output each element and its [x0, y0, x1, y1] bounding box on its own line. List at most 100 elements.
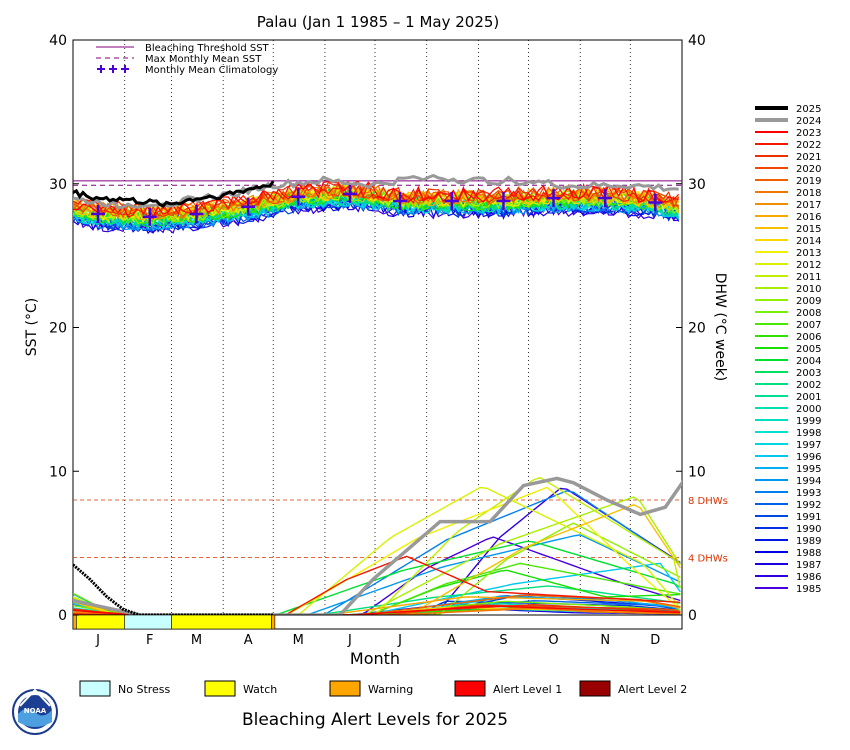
bottom-legend: No Stress Watch Warning Alert Level 1 Alert … — [79, 680, 687, 697]
year-legend-label: 2020 — [796, 164, 821, 175]
year-legend-label: 2024 — [796, 116, 821, 127]
year-legend-label: 2022 — [796, 140, 821, 151]
year-legend-label: 2004 — [796, 356, 821, 367]
year-legend-label: 2016 — [796, 212, 821, 223]
year-legend-label: 1999 — [796, 416, 821, 427]
climatology-marker — [342, 184, 357, 203]
climatology-marker — [291, 187, 306, 206]
y-tick-label-left: 40 — [49, 33, 67, 49]
year-legend-label: 2013 — [796, 248, 821, 259]
reference-lines: 8 DHWs 4 DHWs — [73, 180, 728, 565]
dhw-reference-label: 4 DHWs — [688, 554, 728, 565]
noaa-logo: NOAA — [12, 688, 58, 735]
year-legend-label: 2003 — [796, 368, 821, 379]
month-tick-label: O — [548, 633, 558, 648]
dhw-series-1985 — [73, 536, 681, 615]
dhw-series-1994 — [73, 534, 681, 615]
alert-legend-label: Warning — [368, 683, 413, 696]
highlighted-series — [73, 173, 682, 615]
year-legend-label: 2014 — [796, 236, 821, 247]
x-axis-label: Month — [350, 649, 400, 668]
dhw-series-2013 — [73, 486, 681, 615]
year-legend-label: 2015 — [796, 224, 821, 235]
year-legend-label: 1997 — [796, 440, 821, 451]
legend-swatch-plus — [97, 65, 105, 73]
legend-label: Max Monthly Mean SST — [145, 54, 262, 65]
alert-legend-swatch — [329, 680, 361, 697]
year-legend-label: 1998 — [796, 428, 821, 439]
alert-bar-segment — [124, 614, 172, 630]
axes: 0 0 10 10 20 20 30 30 40 40 J F M A M J J A S O N D — [49, 33, 706, 648]
month-tick-label: S — [499, 633, 507, 648]
month-tick-label: F — [146, 633, 153, 648]
dhw-reference-label: 8 DHWs — [688, 496, 728, 507]
alert-legend-label: Alert Level 1 — [493, 683, 562, 696]
year-legend-label: 1992 — [796, 500, 821, 511]
year-legend-label: 2007 — [796, 320, 821, 331]
y-tick-label-left: 30 — [49, 177, 67, 193]
dhw-series-2018 — [73, 607, 681, 615]
alert-bar-segment — [72, 614, 77, 630]
month-tick-label: M — [293, 633, 304, 648]
y-tick-label-right: 20 — [688, 321, 706, 337]
year-legend-label: 1996 — [796, 452, 821, 463]
year-legend-label: 2019 — [796, 176, 821, 187]
alert-bar-segment — [76, 614, 126, 630]
year-legend: 2025202420232022202120202019201820172016… — [755, 104, 821, 595]
y-tick-label-right: 40 — [688, 33, 706, 49]
month-tick-label: N — [600, 633, 610, 648]
climatology-marker — [496, 192, 511, 210]
dhw-series-2025-line — [73, 563, 274, 615]
alert-legend-label: Alert Level 2 — [618, 683, 687, 696]
alert-legend-swatch — [454, 680, 486, 697]
year-legend-label: 1991 — [796, 512, 821, 523]
year-legend-label: 2006 — [796, 332, 821, 343]
alert-bar-segment — [171, 614, 272, 630]
month-tick-label: A — [244, 633, 253, 648]
alert-legend-label: Watch — [243, 683, 277, 696]
year-legend-label: 1990 — [796, 524, 821, 535]
year-legend-label: 2010 — [796, 284, 821, 295]
sst-series-1985 — [73, 197, 680, 234]
legend-label: Bleaching Threshold SST — [145, 43, 270, 54]
month-tick-label: D — [650, 633, 660, 648]
climatology-marker — [91, 204, 106, 223]
month-tick-label: J — [347, 633, 352, 648]
year-legend-label: 1987 — [796, 560, 821, 571]
year-legend-label: 2025 — [796, 104, 821, 115]
sst-series-2024-line — [73, 173, 679, 210]
dhw-series-2015 — [73, 504, 681, 615]
year-legend-label: 2002 — [796, 380, 821, 391]
chart-title: Palau (Jan 1 1985 – 1 May 2025) — [257, 13, 500, 31]
dhw-series-bundle — [73, 476, 681, 615]
legend-label: Monthly Mean Climatology — [145, 65, 278, 76]
dhw-series-2016 — [73, 596, 681, 615]
climatology-markers — [91, 184, 663, 226]
dhw-series-1993 — [73, 490, 681, 615]
alert-legend-swatch — [79, 680, 111, 697]
year-legend-label: 2017 — [796, 200, 821, 211]
year-legend-label: 2005 — [796, 344, 821, 355]
month-tick-label: J — [397, 633, 402, 648]
year-legend-label: 2023 — [796, 128, 821, 139]
dhw-series-1986 — [73, 487, 681, 615]
climatology-marker — [444, 192, 459, 210]
year-legend-label: 2000 — [796, 404, 821, 415]
sst-series-2025-line — [73, 180, 275, 208]
month-tick-label: M — [191, 633, 202, 648]
y-axis-label-right: DHW (°C week) — [712, 273, 728, 382]
alert-bar-segment — [271, 614, 276, 630]
dhw-series-1987 — [73, 607, 681, 615]
year-legend-label: 1993 — [796, 488, 821, 499]
climatology-marker — [598, 189, 613, 208]
noaa-logo-text: NOAA — [24, 707, 47, 715]
y-tick-label-left: 0 — [58, 608, 67, 624]
alert-level-bar — [72, 614, 683, 630]
y-tick-label-right: 10 — [688, 464, 706, 480]
climatology-marker — [142, 207, 157, 226]
y-axis-label-left: SST (°C) — [24, 298, 40, 356]
alert-legend-swatch — [579, 680, 611, 697]
year-legend-label: 1989 — [796, 536, 821, 547]
